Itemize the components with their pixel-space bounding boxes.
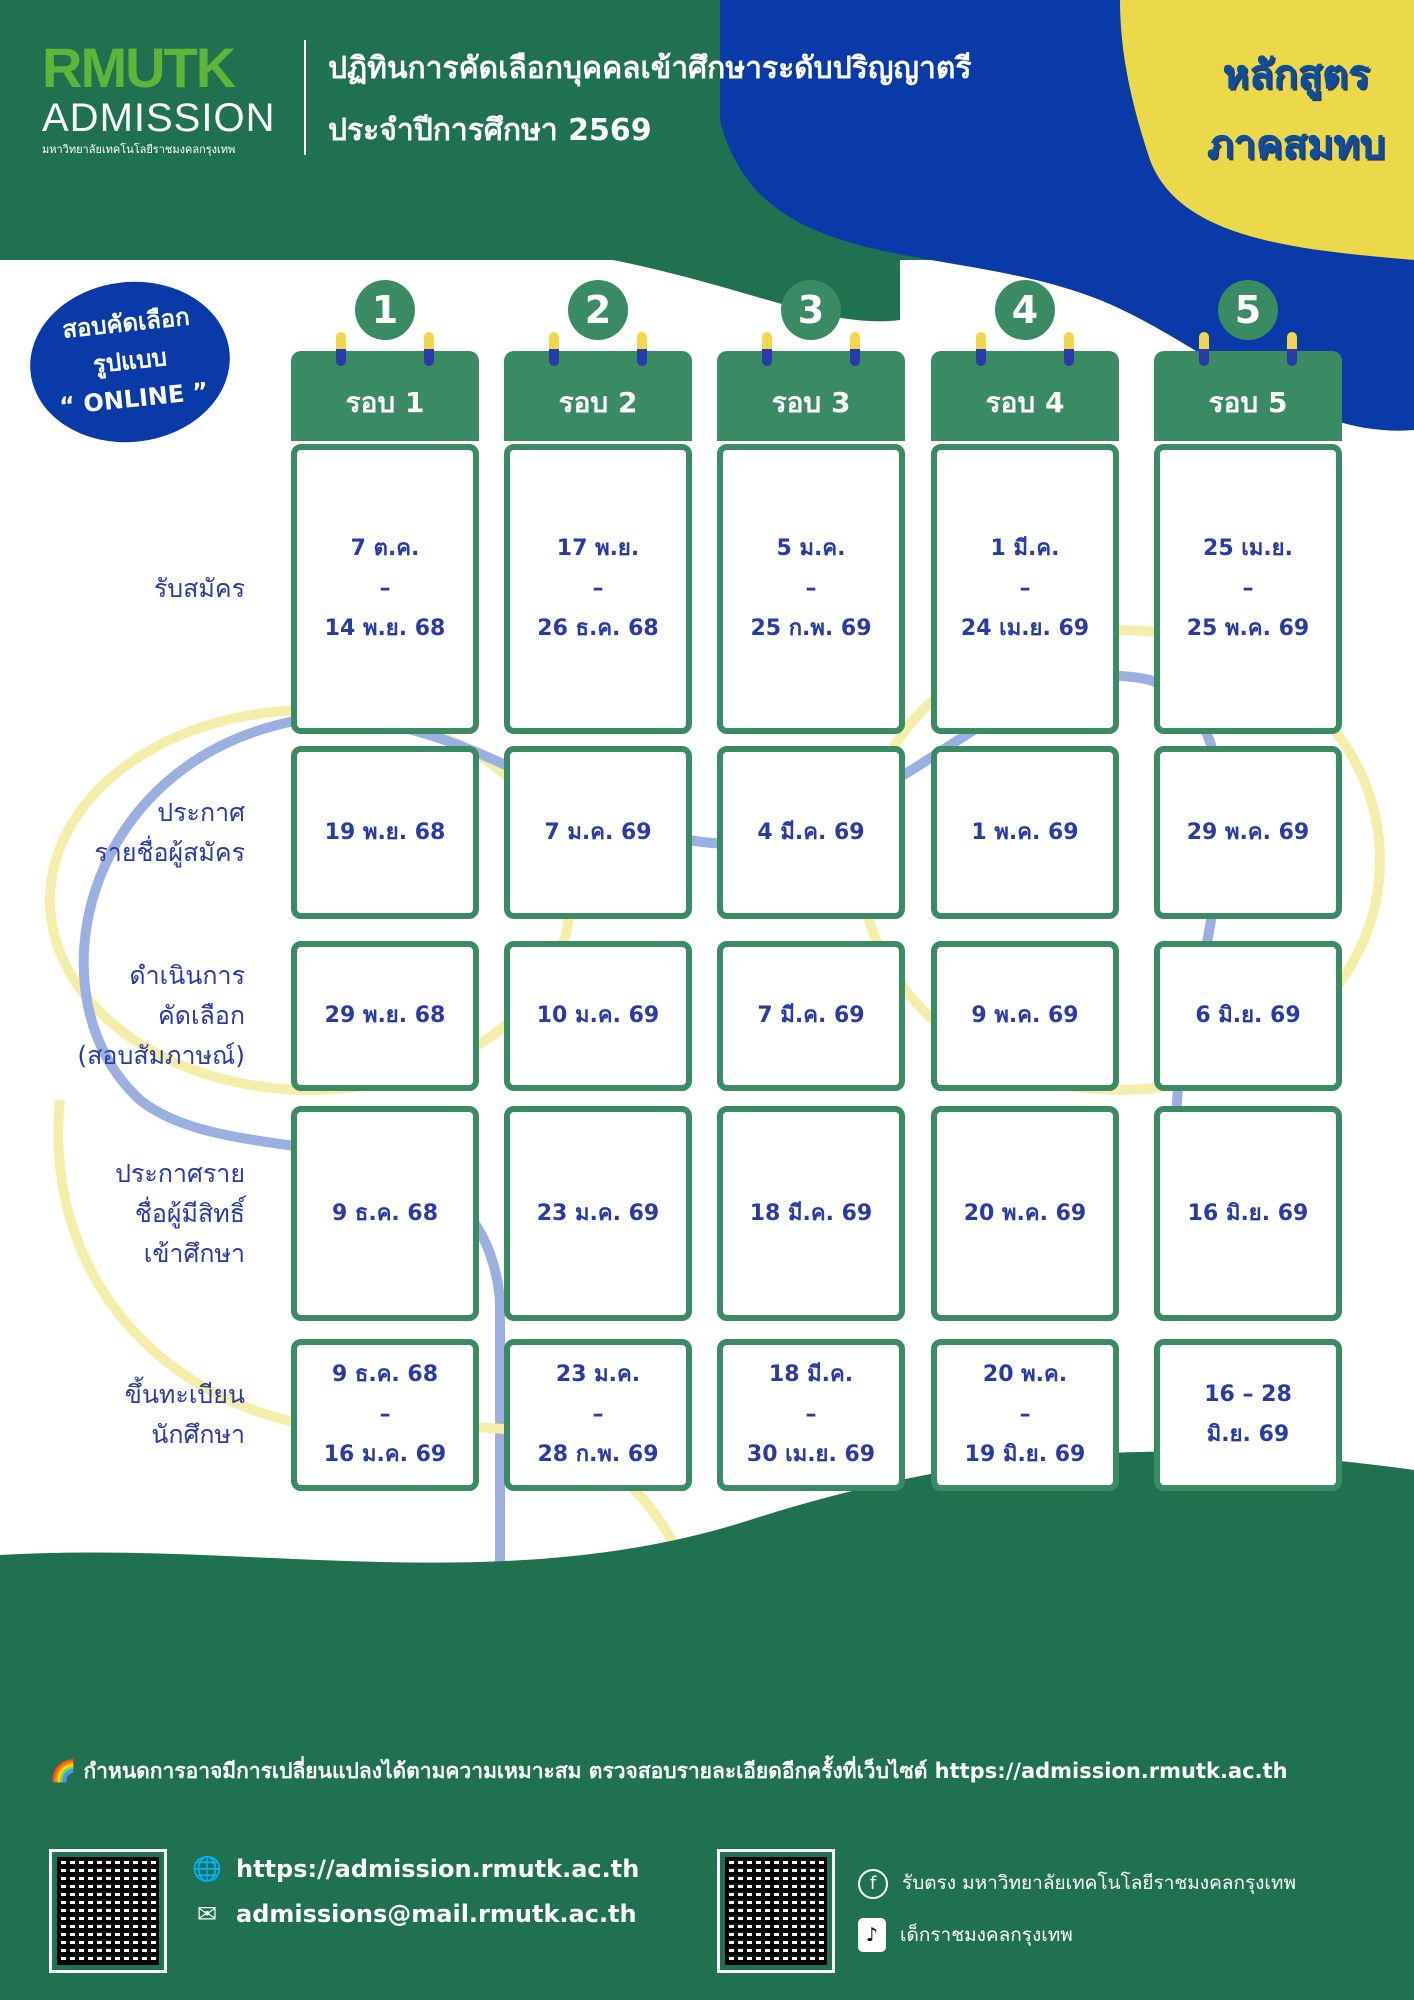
schedule-cell: 9 ธ.ค. 68 – 16 ม.ค. 69 <box>291 1339 479 1491</box>
schedule-cell: 1 พ.ค. 69 <box>931 746 1119 919</box>
tiktok-contact[interactable]: ♪ เด็กราชมงคลกรุงเทพ <box>858 1918 1073 1952</box>
binder-ring-icon <box>762 332 772 366</box>
course-type: หลักสูตร ภาคสมทบ <box>1206 40 1386 180</box>
schedule-cell: 9 ธ.ค. 68 <box>291 1106 479 1321</box>
schedule-cell: 4 มี.ค. 69 <box>717 746 905 919</box>
schedule-cell: 29 พ.ย. 68 <box>291 941 479 1091</box>
schedule-cell: 10 ม.ค. 69 <box>504 941 692 1091</box>
schedule-cell: 17 พ.ย. – 26 ธ.ค. 68 <box>504 444 692 734</box>
website-contact[interactable]: 🌐 https://admission.rmutk.ac.th <box>192 1855 639 1883</box>
binder-ring-icon <box>976 332 986 366</box>
schedule-cell: 1 มี.ค. – 24 เม.ย. 69 <box>931 444 1119 734</box>
schedule-cell: 16 มิ.ย. 69 <box>1154 1106 1342 1321</box>
header-divider <box>304 40 306 155</box>
schedule-cell: 23 ม.ค. 69 <box>504 1106 692 1321</box>
row-label: ขึ้นทะเบียน นักศึกษา <box>124 1380 245 1449</box>
round-3-header: รอบ 3 <box>717 351 905 441</box>
schedule-cell: 16 – 28 มิ.ย. 69 <box>1154 1339 1342 1491</box>
row-label: ประกาศ รายชื่อผู้สมัคร <box>94 797 245 867</box>
round-5-header: รอบ 5 <box>1154 351 1342 441</box>
schedule-cell: 20 พ.ค. – 19 มิ.ย. 69 <box>931 1339 1119 1491</box>
page-title: ปฏิทินการคัดเลือกบุคคลเข้าศึกษาระดับปริญ… <box>328 38 971 162</box>
course-line-1: หลักสูตร <box>1222 52 1370 98</box>
schedule-cell: 25 เม.ย. – 25 พ.ค. 69 <box>1154 444 1342 734</box>
title-line-2: ประจำปีการศึกษา 2569 <box>328 113 652 148</box>
binder-ring-icon <box>424 332 434 366</box>
schedule-cell: 18 มี.ค. 69 <box>717 1106 905 1321</box>
schedule-cell: 18 มี.ค. – 30 เม.ย. 69 <box>717 1339 905 1491</box>
binder-ring-icon <box>1199 332 1209 366</box>
note-text: กำหนดการอาจมีการเปลี่ยนแปลงได้ตามความเหม… <box>83 1759 1288 1783</box>
tiktok-name[interactable]: เด็กราชมงคลกรุงเทพ <box>900 1924 1073 1946</box>
round-2-number-badge: 2 <box>568 280 628 340</box>
binder-ring-icon <box>1064 332 1074 366</box>
logo-admission: ADMISSION <box>42 96 276 140</box>
schedule-cell: 20 พ.ค. 69 <box>931 1106 1119 1321</box>
schedule-cell: 19 พ.ย. 68 <box>291 746 479 919</box>
binder-ring-icon <box>336 332 346 366</box>
round-4-header: รอบ 4 <box>931 351 1119 441</box>
university-name: มหาวิทยาลัยเทคโนโลยีราชมงคลกรุงเทพ <box>42 143 236 156</box>
binder-ring-icon <box>1287 332 1297 366</box>
binder-ring-icon <box>850 332 860 366</box>
logo-mark: RMUTK <box>42 36 236 99</box>
rmutk-logo: RMUTK ADMISSION มหาวิทยาลัยเทคโนโลยีราชม… <box>42 40 292 158</box>
globe-icon: 🌐 <box>192 1855 222 1883</box>
course-line-2: ภาคสมทบ <box>1206 122 1386 168</box>
website-qr-code[interactable] <box>49 1849 167 1973</box>
social-qr-code[interactable] <box>717 1849 835 1973</box>
facebook-icon: f <box>858 1869 888 1899</box>
schedule-cell: 6 มิ.ย. 69 <box>1154 941 1342 1091</box>
binder-ring-icon <box>637 332 647 366</box>
schedule-cell: 9 พ.ค. 69 <box>931 941 1119 1091</box>
round-3-number-badge: 3 <box>781 280 841 340</box>
rainbow-icon: 🌈 <box>50 1759 84 1783</box>
email-contact[interactable]: ✉ admissions@mail.rmutk.ac.th <box>192 1900 637 1928</box>
round-1-number-badge: 1 <box>355 280 415 340</box>
schedule-cell: 7 มี.ค. 69 <box>717 941 905 1091</box>
facebook-name[interactable]: รับตรง มหาวิทยาลัยเทคโนโลยีราชมงคลกรุงเท… <box>902 1872 1296 1894</box>
round-1-header: รอบ 1 <box>291 351 479 441</box>
round-5-number-badge: 5 <box>1218 280 1278 340</box>
footer-note: 🌈 กำหนดการอาจมีการเปลี่ยนแปลงได้ตามความเ… <box>50 1755 1288 1788</box>
tiktok-icon: ♪ <box>858 1918 886 1952</box>
binder-ring-icon <box>549 332 559 366</box>
schedule-cell: 7 ต.ค. – 14 พ.ย. 68 <box>291 444 479 734</box>
title-line-1: ปฏิทินการคัดเลือกบุคคลเข้าศึกษาระดับปริญ… <box>328 51 972 86</box>
schedule-cell: 5 ม.ค. – 25 ก.พ. 69 <box>717 444 905 734</box>
schedule-cell: 23 ม.ค. – 28 ก.พ. 69 <box>504 1339 692 1491</box>
round-2-header: รอบ 2 <box>504 351 692 441</box>
envelope-icon: ✉ <box>196 1900 218 1928</box>
row-label: รับสมัคร <box>153 574 245 603</box>
facebook-contact[interactable]: f รับตรง มหาวิทยาลัยเทคโนโลยีราชมงคลกรุงเ… <box>858 1868 1296 1899</box>
schedule-cell: 29 พ.ค. 69 <box>1154 746 1342 919</box>
schedule-cell: 7 ม.ค. 69 <box>504 746 692 919</box>
row-label: ประกาศราย ชื่อผู้มีสิทธิ์ เข้าศึกษา <box>115 1158 245 1268</box>
website-link[interactable]: https://admission.rmutk.ac.th <box>236 1855 640 1883</box>
row-label: ดำเนินการ คัดเลือก (สอบสัมภาษณ์) <box>77 961 245 1070</box>
round-4-number-badge: 4 <box>995 280 1055 340</box>
email-link[interactable]: admissions@mail.rmutk.ac.th <box>236 1900 637 1928</box>
